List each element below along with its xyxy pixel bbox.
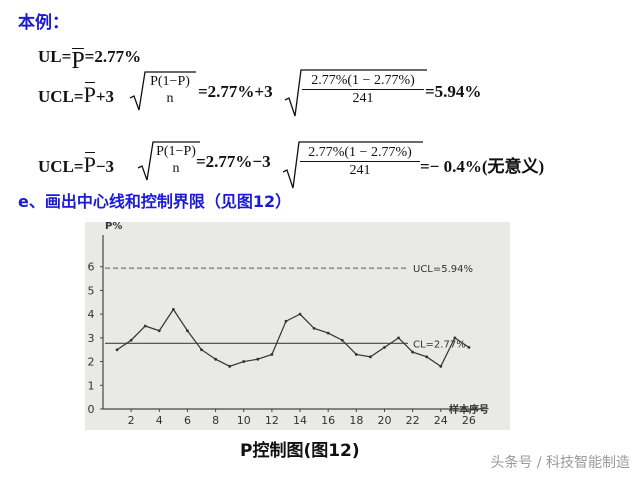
y-tick-label: 6 <box>88 261 95 274</box>
lcl-mid: =2.77%−3 <box>196 152 271 171</box>
p-data-point <box>242 360 246 363</box>
ucl-sym-numerator: P(1−P) <box>150 74 190 89</box>
cl-label: CL=2.77% <box>413 339 466 350</box>
p-data-point <box>411 350 415 354</box>
ucl-numeric-fraction: 2.77%(1 − 2.77%) 241 <box>302 73 424 108</box>
lcl-sqrt-numeric <box>282 141 423 189</box>
p-data-point <box>383 345 386 349</box>
p-data-point <box>284 319 288 323</box>
x-tick-label: 24 <box>434 414 448 427</box>
p-data-point <box>200 348 203 352</box>
lcl-num-numerator: 2.77%(1 − 2.77%) <box>308 145 412 160</box>
watermark: 头条号 / 科技智能制造 <box>490 455 630 471</box>
ucl-sym-denominator: n <box>166 91 174 106</box>
x-tick-label: 14 <box>293 414 307 427</box>
p-data-point <box>425 355 429 359</box>
lcl-op: −3 <box>95 157 115 176</box>
ucl-label: UCL=5.94% <box>413 264 473 275</box>
lcl-result: =− 0.4%(无意义) <box>420 157 545 176</box>
p-series-line <box>116 308 470 368</box>
p-data-point <box>228 364 232 368</box>
p-data-point <box>115 348 119 352</box>
x-tick-label: 2 <box>128 414 135 427</box>
p-data-point <box>143 324 147 328</box>
y-tick-label: 4 <box>88 308 95 321</box>
lcl-numeric-fraction: 2.77%(1 − 2.77%) 241 <box>300 145 420 180</box>
p-data-point <box>214 357 217 361</box>
ucl-num-numerator: 2.77%(1 − 2.77%) <box>311 73 415 88</box>
lcl-equation: UCL=P−3 <box>38 152 114 178</box>
ucl-sqrt-numeric <box>284 69 427 117</box>
y-tick-label: 2 <box>88 356 95 369</box>
p-data-point <box>270 353 274 356</box>
x-tick-label: 10 <box>237 414 251 427</box>
p-data-point <box>354 353 358 356</box>
y-tick-label: 5 <box>88 284 95 297</box>
y-tick-label: 0 <box>88 403 95 416</box>
ucl-mid: =2.77%+3 <box>198 82 273 101</box>
p-data-point <box>369 355 372 359</box>
ul-p-bar: P <box>71 48 85 74</box>
ul-value: =2.77% <box>84 47 142 66</box>
ucl-sqrt-symbol <box>129 71 196 111</box>
lcl-p-bar: P <box>83 152 96 177</box>
p-data-point <box>298 312 302 316</box>
ucl-symbolic-fraction: P(1−P) n <box>145 74 195 108</box>
p-data-point <box>186 329 189 333</box>
x-tick-label: 8 <box>212 414 219 427</box>
ucl-op: +3 <box>95 87 115 106</box>
x-tick-label: 26 <box>462 414 476 427</box>
x-tick-label: 20 <box>377 414 391 427</box>
x-tick-label: 12 <box>265 414 279 427</box>
x-tick-label: 6 <box>184 414 191 427</box>
lcl-num-denominator: 241 <box>300 161 420 180</box>
x-axis-title: 样本序号 <box>449 403 489 416</box>
p-data-point <box>312 326 316 330</box>
lcl-prefix: UCL= <box>38 157 84 176</box>
example-heading: 本例： <box>18 13 69 33</box>
p-data-point <box>256 357 260 361</box>
p-data-point <box>129 338 133 342</box>
ucl-p-bar: P <box>83 82 96 107</box>
ucl-equation: UCL=P+3 <box>38 82 114 108</box>
x-tick-label: 16 <box>321 414 335 427</box>
p-data-point <box>171 308 175 311</box>
x-tick-label: 18 <box>349 414 363 427</box>
p-data-point <box>340 338 344 342</box>
lcl-sym-denominator: n <box>172 161 180 176</box>
p-data-point <box>157 329 161 333</box>
ul-prefix: UL= <box>38 47 72 66</box>
step-e-text: e、画出中心线和控制界限（见图12） <box>18 192 292 211</box>
ucl-num-denominator: 241 <box>302 89 424 108</box>
p-data-point <box>397 336 400 340</box>
lcl-sym-numerator: P(1−P) <box>156 144 196 159</box>
p-data-point <box>326 331 330 335</box>
x-tick-label: 4 <box>156 414 163 427</box>
y-axis-title: P% <box>105 222 122 232</box>
lcl-sqrt-symbol <box>137 141 200 181</box>
p-data-point <box>467 345 471 349</box>
ucl-result: =5.94% <box>425 82 482 101</box>
ul-equation: UL=P=2.77% <box>38 42 142 74</box>
p-data-point <box>453 336 457 340</box>
ucl-prefix: UCL= <box>38 87 84 106</box>
p-data-point <box>439 364 443 368</box>
figure-caption: P控制图(图12) <box>240 441 360 461</box>
lcl-symbolic-fraction: P(1−P) n <box>152 144 200 178</box>
y-tick-label: 1 <box>88 379 95 392</box>
y-tick-label: 3 <box>88 332 95 345</box>
p-control-chart-photo: 0 1 2 3 4 5 6 2 4 6 8 10 12 14 16 18 20 22 24 26 P% 样本序号 UCL=5… <box>85 221 510 430</box>
x-tick-label: 22 <box>406 414 420 427</box>
